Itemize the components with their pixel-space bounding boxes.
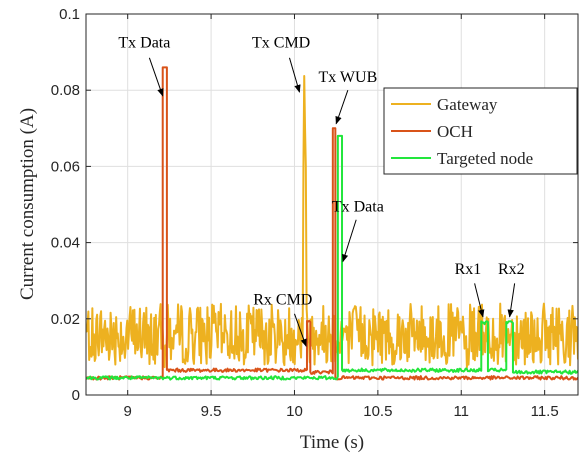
legend-label-gateway: Gateway: [437, 95, 498, 114]
x-tick-labels: 9 9.5 10 10.5 11 11.5: [124, 403, 559, 420]
annotation-arrow-tx-data: [148, 57, 164, 97]
x-tick-label: 9: [124, 403, 132, 420]
legend: Gateway OCH Targeted node: [383, 87, 578, 175]
y-tick-label: 0.08: [51, 82, 80, 99]
x-tick-label: 11.5: [531, 403, 559, 420]
series-lines: [86, 66, 578, 381]
x-axis-title: Time (s): [300, 432, 364, 453]
x-tick-label: 10: [286, 403, 303, 420]
series-line-och: [86, 66, 578, 381]
y-tick-label: 0.1: [59, 6, 80, 23]
legend-label-targeted-node: Targeted node: [437, 149, 533, 168]
y-tick-label: 0.04: [51, 235, 80, 252]
legend-label-och: OCH: [437, 122, 473, 141]
annotation-rx-cmd: Rx CMD: [253, 292, 312, 309]
annotations: Tx Data Tx CMD Tx WUB Tx Data Rx CMD Rx1 Rx2: [118, 35, 525, 347]
x-tick-label: 9.5: [201, 403, 222, 420]
x-tick-label: 11: [453, 403, 469, 420]
axes: [85, 13, 579, 396]
annotation-arrow-tx-data: [341, 219, 357, 263]
axes-frame: [85, 13, 579, 396]
y-tick-label: 0.06: [51, 158, 80, 175]
annotation-arrow-tx-wub: [335, 90, 349, 125]
annotation-arrow-rx2: [507, 283, 516, 318]
x-tick-label: 10.5: [363, 403, 392, 420]
annotation-tx-data: Tx Data: [332, 198, 384, 215]
annotation-arrow-rx-cmd: [294, 313, 307, 347]
y-axis-title: Current consumption (A): [17, 108, 38, 300]
y-tick-labels: 0 0.02 0.04 0.06 0.08 0.1: [51, 6, 80, 404]
annotation-rx2: Rx2: [498, 261, 525, 278]
annotation-arrow-rx1: [474, 283, 485, 318]
annotation-arrow-tx-cmd: [288, 57, 301, 93]
annotation-tx-cmd: Tx CMD: [252, 35, 310, 52]
annotation-tx-data: Tx Data: [118, 35, 170, 52]
series-line-targeted-node: [86, 134, 578, 381]
y-tick-label: 0: [72, 387, 80, 404]
annotation-tx-wub: Tx WUB: [318, 69, 377, 86]
annotation-rx1: Rx1: [455, 261, 482, 278]
y-tick-label: 0.02: [51, 311, 80, 328]
